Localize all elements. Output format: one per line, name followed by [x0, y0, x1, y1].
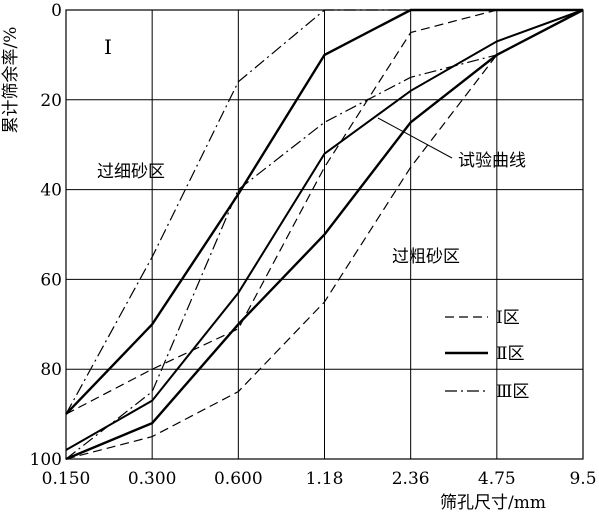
series-line-test-curve — [65, 9, 584, 451]
x-tick-label: 4.75 — [478, 469, 516, 489]
series-line-dashdot-upper — [65, 9, 583, 415]
series-line-dashed-lower — [65, 9, 584, 460]
panel-label: Ⅰ — [104, 35, 112, 59]
y-tick-label: 60 — [40, 270, 62, 290]
x-tick-label: 0.600 — [214, 469, 263, 489]
y-axis-label: 累计筛余率/% — [1, 27, 21, 134]
y-tick-labels: 0 20 40 60 80 100 — [30, 1, 62, 470]
y-tick-label: 20 — [40, 91, 62, 111]
x-tick-label: 0.150 — [42, 469, 91, 489]
series-line-solid-upper — [65, 8, 583, 415]
fine-region-label: 过细砂区 — [97, 162, 165, 182]
x-tick-labels: 0.150 0.300 0.600 1.18 2.36 4.75 9.5 — [42, 469, 597, 489]
y-tick-label: 40 — [40, 181, 62, 201]
legend-label-zone-2: Ⅱ区 — [496, 344, 525, 364]
x-tick-label: 1.18 — [306, 469, 344, 489]
x-axis-label: 筛孔尺寸/mm — [440, 493, 546, 513]
coarse-region-label: 过粗砂区 — [392, 247, 460, 267]
series-line-dashdot-lower — [65, 9, 584, 460]
series-group — [65, 8, 584, 461]
legend-label-zone-1: Ⅰ区 — [496, 308, 520, 328]
test-curve-label: 试验曲线 — [458, 151, 526, 171]
y-tick-label: 100 — [30, 450, 62, 470]
legend: Ⅰ区 Ⅱ区 Ⅲ区 — [445, 308, 529, 402]
test-curve-pointer — [377, 117, 453, 159]
x-tick-label: 0.300 — [128, 469, 177, 489]
legend-label-zone-3: Ⅲ区 — [496, 382, 529, 402]
x-tick-label: 2.36 — [392, 469, 430, 489]
y-tick-label: 0 — [51, 1, 62, 21]
y-tick-label: 80 — [40, 360, 62, 380]
x-tick-label: 9.5 — [569, 469, 596, 489]
